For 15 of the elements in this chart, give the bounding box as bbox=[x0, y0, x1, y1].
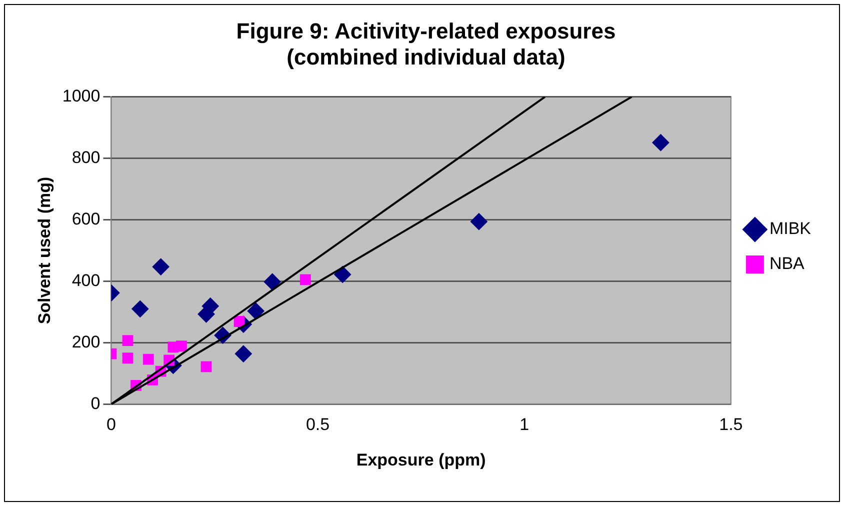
chart-title: Figure 9: Acitivity-related exposures (combined individual data) bbox=[236, 18, 616, 70]
x-tick-label: 0.5 bbox=[306, 415, 330, 434]
y-tick-label: 600 bbox=[72, 209, 100, 228]
y-tick-label: 0 bbox=[90, 394, 100, 413]
y-tick-label: 1000 bbox=[62, 86, 100, 106]
x-axis-title: Exposure (ppm) bbox=[356, 450, 486, 470]
y-tick-label: 400 bbox=[72, 270, 100, 290]
x-tick-label: 1.5 bbox=[719, 415, 743, 434]
y-tick-label: 200 bbox=[72, 332, 100, 352]
y-tick-label: 800 bbox=[72, 148, 100, 167]
x-tick-label: 1 bbox=[520, 415, 530, 434]
x-tick-label: 0 bbox=[106, 415, 116, 434]
y-axis-title: Solvent used (mg) bbox=[34, 176, 54, 324]
legend-label: MIBK bbox=[769, 219, 812, 238]
legend-label: NBA bbox=[769, 254, 806, 274]
